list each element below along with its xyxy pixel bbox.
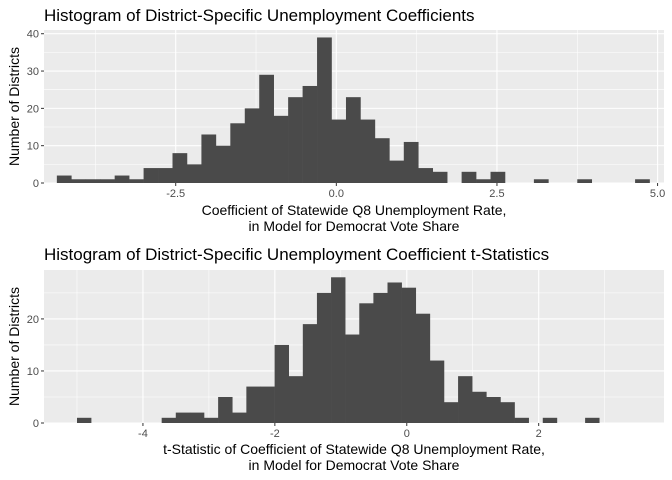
histogram-bar <box>172 153 188 183</box>
histogram-bar <box>201 134 217 183</box>
x-axis-title-line-2: in Model for Democrat Vote Share <box>249 457 460 473</box>
histogram-bar <box>71 179 87 183</box>
y-axis-title: Number of Districts <box>6 47 22 166</box>
chart-title: Histogram of District-Specific Unemploym… <box>44 6 475 25</box>
histogram-bar <box>418 168 434 183</box>
histogram-bar <box>189 412 205 423</box>
histogram-bar <box>360 119 376 183</box>
histogram-bar <box>577 179 593 183</box>
histogram-bar <box>302 324 318 423</box>
histogram-bar <box>432 171 448 183</box>
histogram-bar <box>443 402 459 423</box>
histogram-bar <box>288 97 303 183</box>
x-tick-label: 2.5 <box>489 188 504 200</box>
histogram-bar <box>345 334 360 423</box>
histogram-bar <box>273 115 289 183</box>
x-tick-label: 0.0 <box>329 188 344 200</box>
x-axis-ticks: -4 -2 0 2 <box>138 423 542 440</box>
y-tick-label: 0 <box>33 178 39 190</box>
y-axis-title: Number of Districts <box>6 287 22 406</box>
x-tick-label: 0 <box>404 428 410 440</box>
histogram-bar <box>542 417 558 423</box>
histogram-bar <box>302 85 318 183</box>
histogram-bar <box>218 396 233 423</box>
histogram-bar <box>458 376 473 423</box>
histogram-bar <box>259 74 274 183</box>
histogram-bar <box>476 179 491 183</box>
y-axis-ticks: 0 10 20 <box>27 314 44 430</box>
histogram-bar <box>260 386 275 423</box>
histogram-bar <box>161 417 177 423</box>
x-tick-label: -2 <box>270 428 280 440</box>
histogram-panel-t-statistics: Histogram of District-Specific Unemploym… <box>6 245 664 473</box>
x-axis-ticks: -2.5 0.0 2.5 5.0 <box>166 183 665 200</box>
y-tick-label: 10 <box>27 141 39 153</box>
y-tick-label: 0 <box>33 418 39 430</box>
histogram-bar <box>533 179 549 183</box>
histogram-bar <box>403 141 419 183</box>
histogram-bar <box>317 37 332 184</box>
histogram-bar <box>490 171 506 183</box>
histogram-bar <box>585 417 600 423</box>
histogram-bars <box>76 277 600 423</box>
histogram-bar <box>635 179 650 183</box>
histogram-bar <box>415 313 431 423</box>
histogram-bar <box>186 164 202 183</box>
histogram-bar <box>401 287 417 423</box>
histogram-bar <box>215 145 231 183</box>
histogram-bar <box>204 417 219 423</box>
histogram-bar <box>158 168 173 183</box>
y-tick-label: 20 <box>27 314 39 326</box>
histogram-bar <box>288 376 304 423</box>
histogram-bar <box>461 171 477 183</box>
histogram-bar <box>331 119 347 183</box>
chart-title: Histogram of District-Specific Unemploym… <box>44 245 549 264</box>
histogram-panel-coefficients: Histogram of District-Specific Unemploym… <box>6 6 665 234</box>
y-tick-label: 10 <box>27 366 39 378</box>
histogram-bar <box>274 344 290 423</box>
histogram-bar <box>500 402 515 423</box>
histogram-bar <box>387 282 402 423</box>
x-tick-label: 5.0 <box>650 188 665 200</box>
histogram-bar <box>244 108 260 183</box>
histogram-bar <box>359 303 374 423</box>
x-axis-title-line-2: in Model for Democrat Vote Share <box>249 218 460 234</box>
histogram-bar <box>129 179 144 183</box>
x-axis-title-line-1: Coefficient of Statewide Q8 Unemployment… <box>202 202 507 218</box>
histogram-bar <box>85 179 101 183</box>
histogram-bar <box>514 417 529 423</box>
histogram-bar <box>429 360 445 423</box>
x-tick-label: -2.5 <box>166 188 185 200</box>
histogram-bar <box>374 138 390 183</box>
histogram-bar <box>175 412 191 423</box>
histogram-bar <box>345 97 361 183</box>
histogram-bar <box>472 391 487 423</box>
histogram-bar <box>246 386 261 423</box>
histogram-bar <box>143 168 159 183</box>
histogram-bar <box>373 292 388 423</box>
x-tick-label: 2 <box>536 428 542 440</box>
y-axis-ticks: 0 10 20 30 40 <box>27 29 44 190</box>
histogram-bar <box>100 179 115 183</box>
histogram-bar <box>331 277 346 423</box>
histogram-bar <box>230 123 246 183</box>
histogram-bar <box>316 292 332 423</box>
histogram-bar <box>76 417 92 423</box>
y-tick-label: 30 <box>27 66 39 78</box>
y-tick-label: 40 <box>27 29 39 41</box>
x-axis-title-line-1: t-Statistic of Coefficient of Statewide … <box>163 441 545 457</box>
histogram-bar <box>486 396 501 423</box>
histogram-bar <box>56 175 72 183</box>
histogram-bar <box>114 175 130 183</box>
histogram-bar <box>389 160 405 183</box>
x-tick-label: -4 <box>138 428 148 440</box>
y-tick-label: 20 <box>27 103 39 115</box>
histogram-bars <box>56 37 650 184</box>
histogram-bar <box>232 412 247 423</box>
